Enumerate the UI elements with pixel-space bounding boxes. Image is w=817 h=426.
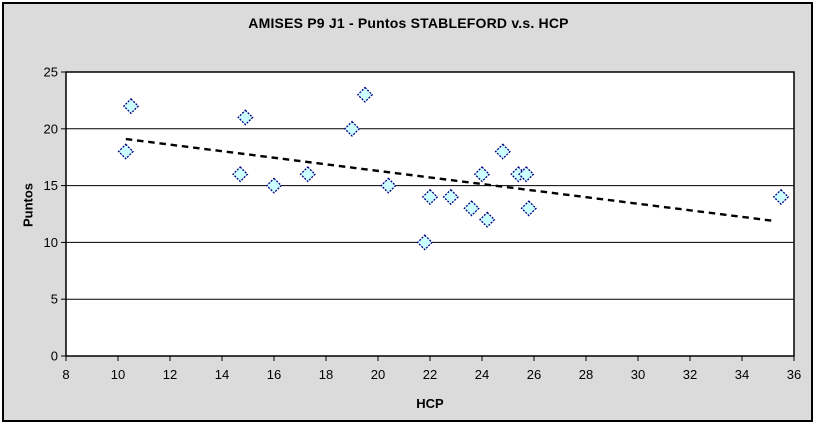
x-tick-label: 20 [371,367,385,382]
data-point-diamond[interactable] [356,86,374,103]
x-tick-label: 36 [787,367,801,382]
data-point-diamond[interactable] [380,177,397,194]
data-point-diamond[interactable] [463,200,480,217]
x-tick-label: 8 [62,367,69,382]
y-tick-label: 25 [44,65,58,80]
data-point-diamond[interactable] [520,200,537,217]
x-tick-label: 24 [475,367,489,382]
y-axis-title: Puntos [20,182,36,228]
chart-title: AMISES P9 J1 - Puntos STABLEFORD v.s. HC… [248,15,569,31]
x-tick-label: 14 [215,367,229,382]
y-tick-label: 10 [44,235,58,250]
data-point-diamond[interactable] [494,143,511,160]
x-tick-label: 10 [111,367,125,382]
x-tick-label: 32 [683,367,697,382]
data-point-diamond[interactable] [416,234,433,251]
y-tick-label: 15 [44,178,58,193]
data-point-diamond[interactable] [343,120,361,137]
x-tick-label: 26 [527,367,541,382]
y-tick-label: 5 [51,292,58,307]
data-point-diamond[interactable] [117,143,134,160]
data-point-diamond[interactable] [772,188,790,206]
x-tick-label: 30 [631,367,645,382]
data-point-diamond[interactable] [299,166,316,183]
trendline [125,137,774,223]
x-tick-label: 18 [319,367,333,382]
data-point-diamond[interactable] [479,211,496,228]
x-tick-label: 22 [423,367,437,382]
data-point-diamond[interactable] [518,166,535,183]
data-point-diamond[interactable] [442,188,459,206]
data-point-diamond[interactable] [122,97,140,115]
x-tick-label: 16 [267,367,281,382]
x-tick-label: 12 [163,367,177,382]
x-axis-title: HCP [416,396,444,411]
plot-background [65,71,795,357]
x-tick-label: 34 [735,367,749,382]
data-point-diamond[interactable] [237,109,254,126]
y-tick-label: 0 [51,349,58,364]
x-tick-label: 28 [579,367,593,382]
data-point-diamond[interactable] [473,166,491,183]
data-point-diamond[interactable] [232,166,249,183]
data-point-diamond[interactable] [265,177,283,194]
y-tick-label: 20 [44,121,58,136]
data-point-diamond[interactable] [421,188,439,206]
